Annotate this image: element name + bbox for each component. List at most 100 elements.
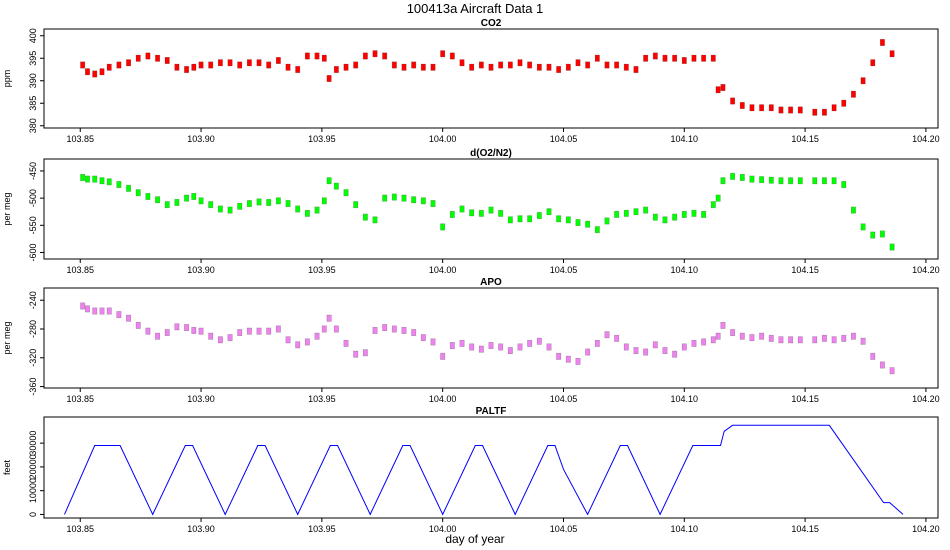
data-point xyxy=(401,326,407,334)
data-point xyxy=(237,329,243,337)
data-point xyxy=(285,63,291,71)
data-point xyxy=(788,106,794,114)
data-point xyxy=(191,326,197,334)
data-point xyxy=(821,334,827,342)
data-point xyxy=(565,216,571,224)
data-point xyxy=(217,336,223,344)
data-point xyxy=(850,332,856,340)
data-point xyxy=(256,327,262,335)
y-tick-label: 400 xyxy=(28,28,38,43)
data-point xyxy=(585,220,591,228)
data-point xyxy=(701,338,707,346)
data-point xyxy=(643,54,649,62)
data-point xyxy=(812,177,818,185)
data-point xyxy=(604,61,610,69)
data-point xyxy=(266,327,272,335)
data-point xyxy=(691,209,697,217)
data-point xyxy=(749,334,755,342)
data-point xyxy=(812,108,818,116)
data-point xyxy=(527,215,533,223)
data-point xyxy=(691,54,697,62)
data-point xyxy=(662,54,668,62)
data-point xyxy=(326,314,332,322)
data-point xyxy=(720,84,726,91)
data-point xyxy=(730,97,736,105)
data-point xyxy=(80,302,86,310)
data-point xyxy=(710,336,716,344)
data-point xyxy=(321,54,327,62)
data-point xyxy=(730,172,736,180)
data-point xyxy=(145,327,151,335)
x-tick-label: 104.20 xyxy=(912,134,940,144)
data-point xyxy=(623,209,629,217)
data-point xyxy=(498,343,504,351)
data-point xyxy=(889,367,895,375)
data-point xyxy=(126,59,132,67)
data-point xyxy=(440,352,446,360)
data-point xyxy=(720,177,726,185)
data-point xyxy=(314,206,320,214)
data-point xyxy=(879,230,885,238)
data-point xyxy=(135,321,141,329)
data-point xyxy=(304,338,310,346)
data-point xyxy=(174,63,180,71)
data-point xyxy=(565,355,571,363)
data-point xyxy=(841,99,847,107)
data-point xyxy=(701,54,707,62)
data-point xyxy=(662,347,668,355)
x-tick-label: 104.10 xyxy=(671,524,699,534)
x-tick-label: 104.20 xyxy=(912,265,940,275)
plot-frame xyxy=(43,158,939,260)
x-tick-label: 104.15 xyxy=(791,394,819,404)
data-point xyxy=(401,63,407,71)
data-point xyxy=(333,325,339,333)
data-point xyxy=(633,208,639,216)
data-point xyxy=(488,342,494,350)
data-point xyxy=(710,54,716,62)
data-point xyxy=(797,336,803,344)
data-point xyxy=(507,347,513,355)
data-point xyxy=(739,174,745,181)
data-marks xyxy=(64,424,904,516)
data-point xyxy=(285,200,291,208)
x-tick-label: 104.00 xyxy=(429,265,457,275)
data-point xyxy=(266,61,272,69)
x-tick-label: 103.90 xyxy=(187,134,215,144)
x-tick-label: 104.10 xyxy=(671,265,699,275)
data-point xyxy=(749,104,755,112)
data-point xyxy=(623,343,629,351)
data-point xyxy=(401,194,407,202)
data-point xyxy=(469,343,475,351)
data-point xyxy=(116,311,122,319)
data-point xyxy=(585,61,591,69)
data-point xyxy=(672,54,678,62)
data-point xyxy=(536,63,542,71)
data-point xyxy=(546,343,552,351)
data-point xyxy=(295,66,301,73)
plot-frame xyxy=(43,287,939,389)
data-point xyxy=(691,339,697,347)
data-point xyxy=(164,329,170,337)
data-point xyxy=(759,104,765,112)
data-point xyxy=(285,336,291,344)
data-point xyxy=(527,61,533,69)
data-point xyxy=(594,226,600,234)
data-point xyxy=(372,50,378,58)
data-point xyxy=(672,213,678,221)
data-point xyxy=(304,52,310,60)
panel-apo: APO per meg 103.85 103.90 103.95 104.00 104.05… xyxy=(2,277,940,404)
x-tick-label: 104.10 xyxy=(671,134,699,144)
panel-title: CO2 xyxy=(481,18,502,29)
data-point xyxy=(237,61,243,69)
data-point xyxy=(198,327,204,335)
data-point xyxy=(227,59,233,67)
data-point xyxy=(208,332,214,340)
data-point xyxy=(498,209,504,217)
data-point xyxy=(594,54,600,62)
data-point xyxy=(440,50,446,58)
x-tick-label: 104.05 xyxy=(550,394,578,404)
data-point xyxy=(208,61,214,69)
data-point xyxy=(246,59,252,67)
data-point xyxy=(556,215,562,223)
data-point xyxy=(321,325,327,333)
